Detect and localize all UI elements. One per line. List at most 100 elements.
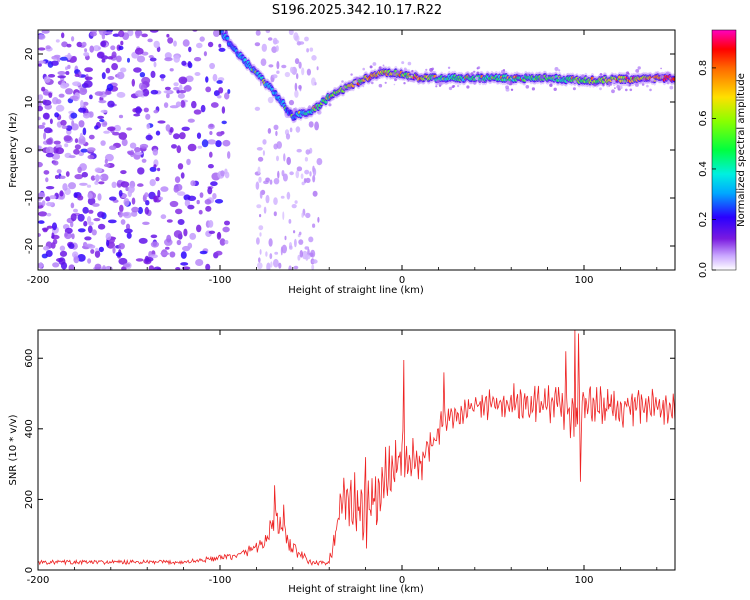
spectrogram-noise-cell xyxy=(97,115,105,119)
spectrogram-noise-cell xyxy=(207,139,217,145)
spectrogram-noise-cell xyxy=(521,76,523,78)
spectrogram-noise-cell xyxy=(88,209,94,214)
colorbar-tick-label: 0.6 xyxy=(698,110,709,126)
spectrogram-noise-cell xyxy=(619,85,623,90)
spectrogram-noise-cell xyxy=(183,228,188,237)
spectrogram-noise-cell xyxy=(369,65,373,69)
spectrogram-noise-cell xyxy=(282,173,288,182)
spectrogram-noise-cell xyxy=(78,107,87,113)
spectrogram-noise-cell xyxy=(116,55,122,63)
spectrogram-noise-cell xyxy=(311,55,317,61)
spectrogram-noise-cell xyxy=(298,61,302,69)
spectrogram-noise-cell xyxy=(68,264,75,270)
spectrogram-noise-cell xyxy=(317,216,320,223)
spectrogram-noise-cell xyxy=(378,77,381,79)
spectrogram-noise-cell xyxy=(378,66,382,70)
spectrogram-noise-cell xyxy=(126,232,132,239)
spectrogram-noise-cell xyxy=(259,232,262,237)
spectrogram-noise-cell xyxy=(45,177,49,183)
spectrogram-noise-cell xyxy=(265,251,268,257)
spectrogram-noise-cell xyxy=(145,200,150,206)
spectrogram-noise-cell xyxy=(100,40,107,47)
spectrogram-noise-cell xyxy=(311,77,316,86)
spectrogram-noise-cell xyxy=(184,199,191,207)
spectrogram-noise-cell xyxy=(506,80,511,85)
spectrogram-noise-cell xyxy=(200,104,206,113)
spectrogram-noise-cell xyxy=(43,91,50,96)
spectrogram-noise-cell xyxy=(311,259,318,264)
snr-background xyxy=(38,330,675,570)
spectrogram-noise-cell xyxy=(157,120,166,124)
spectrogram-noise-cell xyxy=(205,86,212,93)
spectrogram-noise-cell xyxy=(629,88,633,92)
spectrogram-noise-cell xyxy=(97,193,102,201)
spectrogram-noise-cell xyxy=(74,144,81,150)
spectrogram-noise-cell xyxy=(265,194,270,204)
spectrogram-noise-cell xyxy=(141,33,148,38)
spectrogram-noise-cell xyxy=(68,182,76,190)
spectrogram-noise-cell xyxy=(118,211,123,218)
colorbar-label: Normalized spectral amplitude xyxy=(736,73,747,227)
spectrogram-noise-cell xyxy=(141,158,147,163)
spectrogram-noise-cell xyxy=(273,124,279,130)
snr-panel: -200 -100 0 100 0 200 400 600 Height of straigh… xyxy=(8,329,676,595)
spectrogram-noise-cell xyxy=(407,61,412,66)
spectrogram-noise-cell xyxy=(273,258,279,268)
spectrogram-noise-cell xyxy=(187,242,193,249)
spectrogram-noise-cell xyxy=(120,40,124,46)
spectrogram-noise-cell xyxy=(83,80,93,88)
spectrogram-noise-cell xyxy=(288,265,292,270)
spectrogram-noise-cell xyxy=(294,82,298,91)
spectrogram-noise-cell xyxy=(180,100,186,108)
spectrogram-noise-cell xyxy=(105,67,111,74)
spectrogram-noise-cell xyxy=(164,86,171,91)
spectrogram-noise-cell xyxy=(72,81,81,87)
colorbar-ticks: 0.0 0.2 0.4 0.6 0.8 xyxy=(698,60,716,278)
spectrogram-noise-cell xyxy=(137,206,143,215)
spectrogram-noise-cell xyxy=(362,67,366,71)
spectrogram-noise-cell xyxy=(51,153,61,160)
spectrogram-noise-cell xyxy=(89,45,94,53)
spectrogram-noise-cell xyxy=(89,31,97,37)
spectrogram-noise-cell xyxy=(187,204,195,210)
spectrogram-noise-cell xyxy=(71,233,75,240)
spectrogram-noise-cell xyxy=(531,87,536,91)
spectrogram-noise-cell xyxy=(54,175,60,179)
spectrogram-noise-cell xyxy=(222,139,231,147)
spectrogram-noise-cell xyxy=(38,116,41,121)
spectrogram-noise-cell xyxy=(118,132,128,140)
spectrogram-noise-cell xyxy=(599,73,603,76)
spectrogram-noise-cell xyxy=(210,102,219,108)
spectrogram-noise-cell xyxy=(227,151,231,159)
spectrogram-noise-cell xyxy=(552,75,556,79)
spectrogram-noise-cell xyxy=(131,206,140,213)
spectrogram-noise-cell xyxy=(49,195,57,200)
spectrogram-noise-cell xyxy=(139,72,146,78)
spectrogram-noise-cell xyxy=(59,190,64,197)
spectrogram-noise-cell xyxy=(136,55,146,63)
spectrogram-noise-cell xyxy=(608,85,611,87)
spectrogram-noise-cell xyxy=(209,131,213,135)
spectrogram-noise-cell xyxy=(70,202,75,209)
spectrogram-noise-cell xyxy=(603,76,605,79)
spectrogram-noise-cell xyxy=(353,80,357,84)
spectrogram-noise-cell xyxy=(273,178,280,185)
spectrogram-noise-cell xyxy=(134,47,144,55)
spectrogram-noise-cell xyxy=(286,191,291,200)
spectrogram-noise-cell xyxy=(175,101,182,107)
spectrogram-noise-cell xyxy=(176,89,180,94)
spectrogram-noise-cell xyxy=(611,89,615,94)
spectrogram-noise-cell xyxy=(68,243,75,249)
spectrogram-noise-cell xyxy=(261,43,267,52)
spectrogram-noise-cell xyxy=(646,84,649,88)
spectrogram-noise-cell xyxy=(280,195,285,199)
spectrogram-noise-cell xyxy=(255,181,260,190)
spectrogram-noise-cell xyxy=(256,204,262,209)
spectrogram-noise-cell xyxy=(221,106,226,114)
spectrogram-noise-cell xyxy=(150,89,159,95)
spectrogram-noise-cell xyxy=(478,79,482,83)
spectrogram-noise-cell xyxy=(266,262,271,270)
spectrogram-noise-cell xyxy=(196,199,200,205)
spectrogram-noise-cell xyxy=(152,148,158,156)
